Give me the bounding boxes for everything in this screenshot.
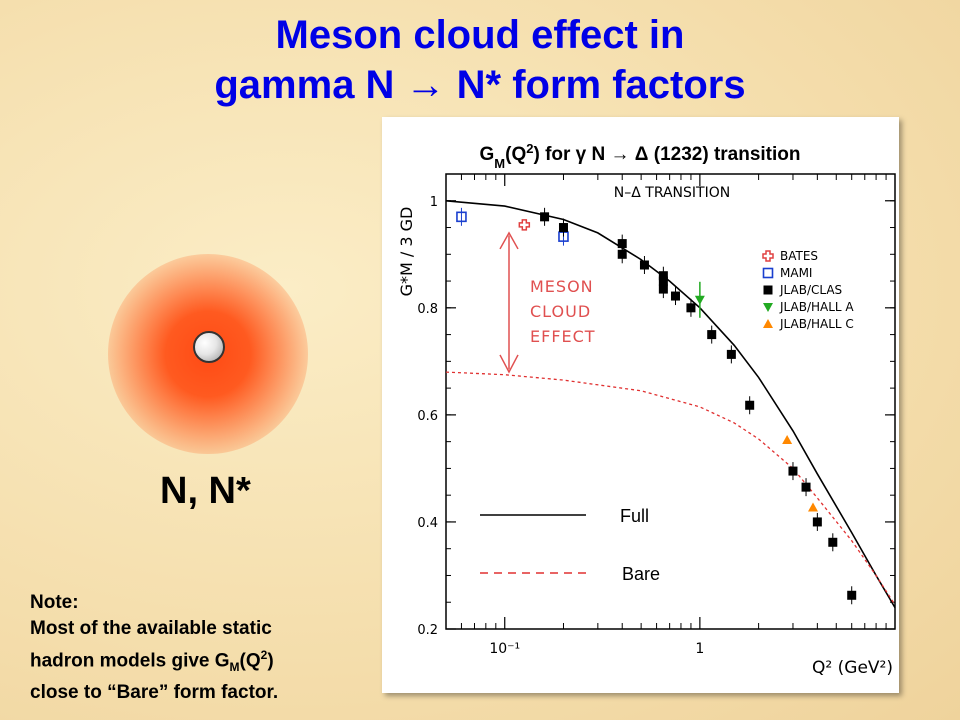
meson-cloud-annotation: MESON	[530, 277, 594, 296]
note-line3: close to “Bare” form factor.	[30, 682, 279, 704]
y-tick-label: 0.6	[417, 409, 438, 424]
data-point-jlab-clas	[658, 284, 668, 294]
data-point-jlab-hall-c	[782, 435, 793, 445]
curve-bare	[445, 371, 896, 606]
particle-label: N, N*	[160, 470, 251, 512]
note-line2-sup: 2	[260, 648, 268, 662]
y-tick-label: 1	[430, 195, 438, 210]
x-tick-label: 1	[695, 641, 704, 657]
note-line2: hadron models give GM(Q2)	[30, 642, 278, 680]
data-point-jlab-clas	[707, 330, 717, 340]
data-point-jlab-clas	[847, 590, 857, 600]
meson-cloud-arrow-head-bottom	[499, 354, 519, 374]
legend-label: JLAB/CLAS	[779, 283, 842, 297]
x-axis-label: Q² (GeV²)	[812, 658, 893, 678]
note-line1: Most of the available static	[30, 618, 272, 639]
data-point-jlab-clas	[617, 239, 627, 249]
data-point-jlab-clas	[726, 349, 736, 359]
data-point-jlab-clas	[801, 482, 811, 492]
data-point-jlab-clas	[540, 212, 550, 222]
data-point-bates	[518, 219, 531, 231]
data-point-jlab-hall-c	[808, 502, 819, 512]
x-tick-label: 10⁻¹	[489, 641, 520, 657]
data-point-jlab-clas	[828, 537, 838, 547]
slide-title-line1: Meson cloud effect in	[275, 13, 685, 57]
legend-label: JLAB/HALL C	[779, 317, 854, 331]
legend-marker-jlab-clas	[763, 285, 773, 295]
data-point-jlab-clas	[617, 249, 627, 259]
y-tick-label: 0.4	[417, 516, 438, 531]
note-line2-sub: M	[229, 660, 240, 675]
note-line2-a: hadron models give G	[30, 650, 230, 672]
slide-title-line2: gamma N → N* form factors	[214, 63, 746, 107]
meson-cloud-arrow-head-top	[499, 231, 519, 250]
note-line2-b: (Q	[239, 650, 261, 672]
legend-marker-jlab-hall-c	[763, 319, 773, 328]
data-point-mami	[456, 211, 467, 223]
nucleon-sphere	[193, 331, 225, 363]
note-text: Note: Most of the available static hadro…	[30, 590, 278, 706]
data-point-jlab-clas	[686, 303, 696, 313]
note-heading: Note:	[30, 592, 79, 613]
data-point-jlab-clas	[670, 291, 680, 301]
plot-frame	[445, 173, 896, 630]
legend-label: MAMI	[780, 266, 812, 280]
data-point-jlab-clas	[558, 223, 568, 233]
chart-panel: GM(Q2) for γ N → Δ (1232) transition N–Δ …	[382, 117, 899, 693]
legend-marker-bates	[762, 250, 774, 262]
legend-label: BATES	[780, 249, 818, 263]
legend-marker-jlab-hall-a	[763, 303, 773, 312]
chart-title: GM(Q2) for γ N → Δ (1232) transition	[480, 141, 801, 171]
note-line2-c: )	[267, 650, 274, 672]
data-point-jlab-clas	[745, 400, 755, 410]
legend-full-label: Full	[620, 506, 649, 526]
meson-cloud-annotation: CLOUD	[530, 302, 591, 321]
legend-bare-label: Bare	[622, 564, 660, 584]
form-factor-chart: GM(Q2) for γ N → Δ (1232) transition N–Δ …	[397, 141, 896, 678]
data-point-jlab-clas	[812, 517, 822, 527]
data-point-jlab-hall-a	[694, 295, 705, 305]
data-point-jlab-clas	[639, 260, 649, 270]
inner-title: N–Δ TRANSITION	[614, 185, 730, 201]
meson-cloud-annotation: EFFECT	[530, 327, 596, 346]
curve-full	[445, 200, 896, 609]
legend-label: JLAB/HALL A	[779, 300, 854, 314]
y-tick-label: 0.2	[417, 623, 438, 638]
y-tick-label: 0.8	[417, 302, 438, 317]
data-point-jlab-clas	[788, 466, 798, 476]
y-axis-label: G*M / 3 GD	[397, 207, 416, 297]
legend-marker-mami	[762, 267, 774, 279]
